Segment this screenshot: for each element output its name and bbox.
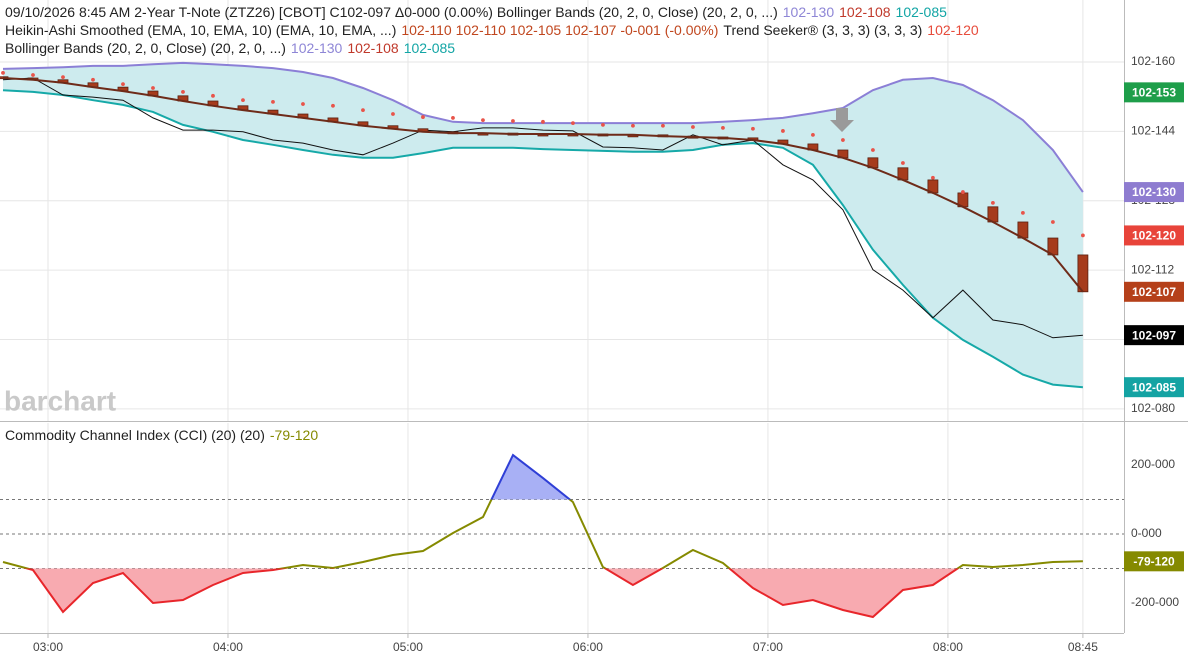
y-tick-label: 0-000 — [1131, 526, 1162, 540]
lower-band-line — [2, 89, 1083, 389]
legend-text: 102-120 — [927, 22, 979, 38]
trend-seeker-dot — [751, 126, 755, 131]
legend-text: Commodity Channel Index (CCI) (20) (20) — [5, 427, 265, 443]
price-tag-label: 102-153 — [1132, 86, 1176, 100]
trend-seeker-dot — [1081, 233, 1085, 238]
legend-line: Bollinger Bands (20, 2, 0, Close) (20, 2… — [5, 40, 455, 56]
y-tick-label: 102-160 — [1131, 54, 1175, 68]
trend-seeker-dot — [151, 86, 155, 90]
trend-seeker-dot — [451, 116, 455, 120]
price-tag — [1124, 551, 1184, 572]
y-tick-label: -200-000 — [1131, 595, 1179, 609]
price-tag-label: 102-097 — [1132, 328, 1176, 342]
price-tag-label: -79-120 — [1133, 554, 1175, 568]
trend-seeker-dot — [1051, 220, 1055, 224]
legend-text: Heikin-Ashi Smoothed (EMA, 10, EMA, 10) … — [5, 22, 396, 38]
trend-seeker-dot — [91, 77, 95, 82]
trend-seeker-dot — [331, 103, 335, 108]
y-tick-label: 102-112 — [1131, 262, 1174, 276]
y-tick-label: 200-000 — [1131, 457, 1175, 471]
trend-seeker-dot — [961, 190, 965, 194]
legend-text: Trend Seeker® (3, 3, 3) (3, 3, 3) — [723, 22, 922, 38]
trend-seeker-dot — [121, 82, 125, 87]
cci-line-lower — [23, 568, 960, 619]
trend-seeker-dot — [901, 161, 905, 165]
trend-seeker-dot — [61, 75, 65, 80]
legend-line: Heikin-Ashi Smoothed (EMA, 10, EMA, 10) … — [5, 22, 979, 38]
x-tick-label: 05:00 — [393, 640, 423, 654]
x-tick-label: 07:00 — [753, 640, 783, 654]
legend-text: 09/10/2026 8:45 AM 2-Year T-Note (ZTZ26)… — [5, 4, 778, 20]
trend-seeker-dot — [481, 118, 485, 122]
cci-panel — [2, 453, 1083, 619]
legend-text: Bollinger Bands (20, 2, 0, Close) (20, 2… — [5, 40, 286, 56]
price-tag — [1124, 325, 1184, 346]
trend-seeker-dot — [271, 99, 275, 104]
legend-text: 102-110 102-110 102-105 102-107 -0-001 (… — [401, 22, 718, 38]
x-tick-label: 03:00 — [33, 640, 63, 654]
legend-text: 102-085 — [896, 4, 948, 20]
trend-seeker-dot — [421, 115, 425, 119]
legend-text: 102-108 — [347, 40, 399, 56]
trend-seeker-dot — [541, 119, 545, 124]
trend-seeker-dot — [871, 148, 875, 152]
trend-seeker-dot — [1021, 210, 1025, 215]
trend-seeker-dot — [601, 122, 605, 127]
price-tag-label: 102-085 — [1132, 380, 1176, 394]
legend-line: 09/10/2026 8:45 AM 2-Year T-Note (ZTZ26)… — [5, 4, 947, 20]
watermark: barchart — [4, 385, 116, 416]
legend-text: 102-130 — [783, 4, 835, 20]
legend-text: 102-085 — [404, 40, 456, 56]
trend-seeker-dot — [811, 132, 815, 137]
y-tick-label: 102-144 — [1131, 124, 1175, 138]
price-tag-label: 102-107 — [1132, 285, 1176, 299]
trend-seeker-dot — [571, 121, 575, 126]
legend-text: 102-108 — [839, 4, 891, 20]
x-tick-label: 06:00 — [573, 640, 603, 654]
price-panel — [0, 61, 1089, 389]
trend-seeker-dot — [931, 175, 935, 180]
price-tag — [1124, 377, 1184, 398]
price-tag — [1124, 281, 1184, 302]
price-tag — [1124, 82, 1184, 103]
price-tag-label: 102-120 — [1132, 229, 1176, 243]
trend-seeker-dot — [631, 123, 635, 128]
trend-seeker-dot — [31, 73, 35, 77]
close-line — [2, 77, 1083, 339]
trend-seeker-dot — [181, 90, 185, 94]
cci-upper-fill — [491, 455, 570, 500]
y-tick-label: 102-080 — [1131, 401, 1175, 415]
trend-seeker-dot — [721, 126, 725, 130]
x-tick-label: 08:00 — [933, 640, 963, 654]
trend-seeker-dot — [361, 108, 365, 113]
trend-seeker-dot — [781, 129, 785, 133]
trend-seeker-dot — [241, 98, 245, 103]
x-tick-label: 04:00 — [213, 640, 243, 654]
trend-seeker-dot — [841, 138, 845, 142]
ha-line — [2, 77, 1084, 293]
price-tag — [1124, 182, 1184, 203]
trend-seeker-dot — [1, 70, 5, 75]
legend-text: -79-120 — [270, 427, 318, 443]
cci-line-upper — [490, 453, 572, 500]
x-tick-label: 08:45 — [1068, 640, 1098, 654]
legend-text: 102-130 — [291, 40, 343, 56]
trend-seeker-dot — [301, 102, 305, 106]
trend-seeker-dot — [691, 125, 695, 129]
trend-seeker-dot — [661, 123, 665, 128]
trend-seeker-dot — [991, 201, 995, 205]
price-tag — [1124, 225, 1184, 246]
price-tag-label: 102-130 — [1132, 185, 1176, 199]
trend-seeker-dot — [211, 93, 215, 98]
labels: 09/10/2026 8:45 AM 2-Year T-Note (ZTZ26)… — [5, 4, 1184, 654]
trend-seeker-dot — [391, 112, 395, 116]
signal-arrow — [830, 108, 854, 132]
legend-line: Commodity Channel Index (CCI) (20) (20) -… — [5, 427, 318, 443]
trend-seeker-dot — [511, 119, 515, 123]
